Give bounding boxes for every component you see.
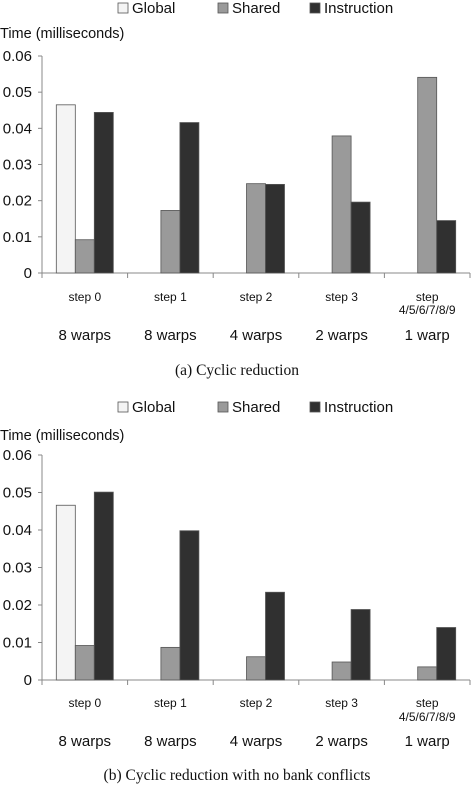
y-tick-label: 0.02 [3,193,32,210]
warp-label: 4 warps [230,327,283,344]
warp-label: 1 warp [405,327,450,344]
bar-instruction [180,531,199,680]
y-tick-label: 0.05 [3,485,32,502]
chart-a: Global Shared Instruction Time (millisecond… [0,0,470,379]
x-tick-label: step [416,696,439,710]
x-tick-label: step 1 [154,290,187,304]
caption: (a) Cyclic reduction [175,362,299,379]
legend-label-shared: Shared [232,399,280,416]
bar-instruction [437,628,456,681]
y-tick-label: 0.02 [3,597,32,614]
legend-swatch-global [118,402,128,412]
bar-instruction [94,492,113,680]
x-tick-label: step 2 [240,290,273,304]
legend-swatch-instruction [310,3,320,13]
y-axis-label: Time (milliseconds) [0,26,124,42]
x-tick-label: step 2 [240,696,273,710]
warp-label: 2 warps [315,327,368,344]
x-tick-label: step 3 [325,290,358,304]
y-tick-label: 0.04 [3,522,32,539]
x-tick-label: 4/5/6/7/8/9 [399,303,456,317]
legend-swatch-shared [218,402,228,412]
legend-label-global: Global [132,399,175,416]
y-tick-label: 0.03 [3,560,32,577]
y-tick-label: 0.01 [3,229,32,246]
bar-instruction [180,123,199,273]
x-tick-label: step 0 [68,696,101,710]
y-tick-label: 0.01 [3,635,32,652]
bar-shared [161,647,180,680]
x-tick-label: step 3 [325,696,358,710]
legend-label-global: Global [132,0,175,17]
warp-label: 8 warps [59,733,112,750]
warp-label: 1 warp [405,733,450,750]
legend-swatch-global [118,3,128,13]
legend-label-shared: Shared [232,0,280,17]
bar-shared [75,646,94,681]
y-axis-label: Time (milliseconds) [0,428,124,444]
warp-label: 4 warps [230,733,283,750]
x-tick-label: step [416,290,439,304]
bar-instruction [351,202,370,273]
y-tick-label: 0 [24,265,32,282]
y-tick-label: 0.06 [3,48,32,65]
y-tick-label: 0.06 [3,447,32,464]
bar-shared [247,657,266,680]
legend-swatch-shared [218,3,228,13]
y-tick-label: 0.03 [3,157,32,174]
bar-shared [161,210,180,273]
legend-swatch-instruction [310,402,320,412]
bar-instruction [94,112,113,273]
legend-label-instruction: Instruction [324,0,393,17]
x-tick-label: step 1 [154,696,187,710]
bar-global [56,105,75,273]
warp-label: 8 warps [59,327,112,344]
warp-label: 8 warps [144,733,197,750]
bar-shared [247,184,266,273]
caption: (b) Cyclic reduction with no bank confli… [104,767,371,784]
warp-label: 8 warps [144,327,197,344]
bar-shared [418,667,437,680]
bar-shared [332,662,351,680]
y-tick-label: 0 [24,672,32,689]
bar-instruction [266,592,285,680]
legend-label-instruction: Instruction [324,399,393,416]
bar-instruction [437,221,456,273]
legend: Global Shared Instruction [118,399,393,416]
bar-shared [332,136,351,273]
x-tick-label: 4/5/6/7/8/9 [399,710,456,724]
y-tick-label: 0.05 [3,84,32,101]
bar-shared [75,240,94,273]
chart-b: Global Shared Instruction Time (millisecond… [0,399,470,784]
bar-shared [418,77,437,273]
y-tick-label: 0.04 [3,120,32,137]
bar-instruction [266,184,285,273]
bar-instruction [351,610,370,681]
x-tick-label: step 0 [68,290,101,304]
warp-label: 2 warps [315,733,368,750]
bar-global [56,505,75,680]
legend: Global Shared Instruction [118,0,393,17]
